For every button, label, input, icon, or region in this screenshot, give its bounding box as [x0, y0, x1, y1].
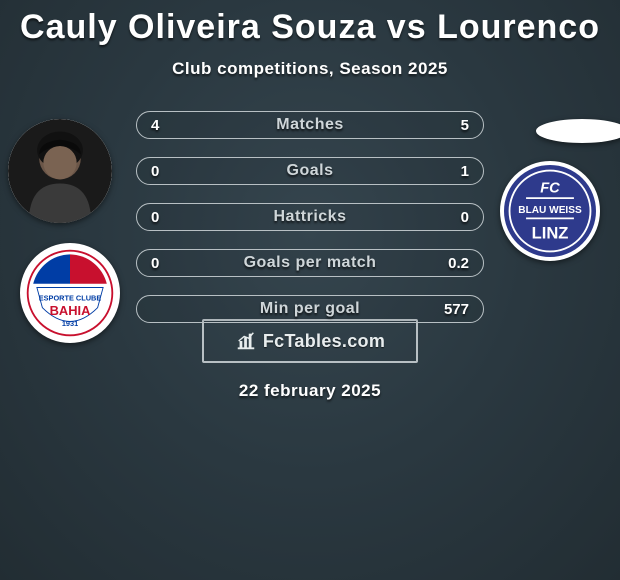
svg-text:BLAU WEISS: BLAU WEISS [518, 205, 582, 216]
stat-label: Matches [276, 116, 344, 134]
stat-right-value: 577 [444, 296, 469, 322]
stat-right-value: 5 [461, 112, 469, 138]
stat-label: Min per goal [260, 300, 360, 318]
svg-text:ESPORTE CLUBE: ESPORTE CLUBE [39, 293, 102, 302]
stat-row: 4 Matches 5 [136, 111, 484, 139]
stat-row: 0 Hattricks 0 [136, 203, 484, 231]
page-title: Cauly Oliveira Souza vs Lourenco [0, 0, 620, 47]
player2-club-crest: FC BLAU WEISS LINZ [500, 161, 600, 261]
svg-text:1931: 1931 [62, 319, 78, 328]
page-subtitle: Club competitions, Season 2025 [0, 59, 620, 79]
person-silhouette-icon [8, 119, 112, 223]
stat-row: 0 Goals per match 0.2 [136, 249, 484, 277]
stat-left-value: 0 [151, 204, 159, 230]
stat-right-value: 1 [461, 158, 469, 184]
stat-right-value: 0 [461, 204, 469, 230]
date-text: 22 february 2025 [0, 381, 620, 401]
stat-label: Goals [287, 162, 334, 180]
player1-avatar [8, 119, 112, 223]
stat-right-value: 0.2 [448, 250, 469, 276]
blau-weiss-linz-crest-icon: FC BLAU WEISS LINZ [504, 165, 596, 257]
stat-left-value: 0 [151, 250, 159, 276]
stat-rows: 4 Matches 5 0 Goals 1 0 Hattricks 0 0 Go… [136, 111, 484, 341]
svg-text:LINZ: LINZ [532, 224, 569, 243]
stat-row: 0 Goals 1 [136, 157, 484, 185]
player2-avatar [536, 119, 620, 143]
svg-text:BAHIA: BAHIA [50, 303, 91, 318]
bahia-crest-icon: ESPORTE CLUBE BAHIA 1931 [24, 247, 116, 339]
svg-text:FC: FC [540, 181, 560, 197]
player1-club-crest: ESPORTE CLUBE BAHIA 1931 [20, 243, 120, 343]
stat-label: Goals per match [244, 254, 377, 272]
stat-left-value: 4 [151, 112, 159, 138]
stat-label: Hattricks [274, 208, 347, 226]
stat-row: Min per goal 577 [136, 295, 484, 323]
stat-left-value: 0 [151, 158, 159, 184]
